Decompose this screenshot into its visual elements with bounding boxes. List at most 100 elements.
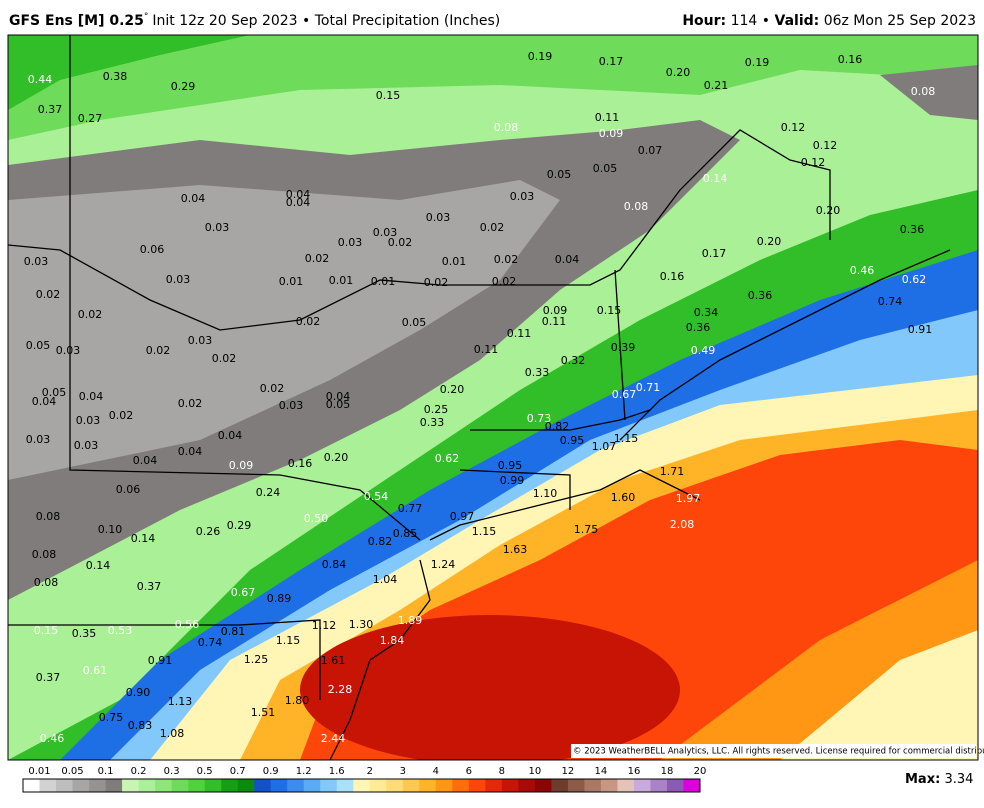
point-value: 0.02 <box>492 275 517 288</box>
colorbar-label: 0.3 <box>164 766 180 777</box>
point-value: 0.02 <box>296 315 321 328</box>
point-value: 0.03 <box>338 236 363 249</box>
point-value: 0.36 <box>900 223 925 236</box>
colorbar-label: 0.9 <box>263 766 279 777</box>
point-value: 0.46 <box>850 264 875 277</box>
point-value: 0.03 <box>76 414 101 427</box>
point-value: 0.16 <box>660 270 685 283</box>
colorbar-label: 20 <box>694 766 707 777</box>
point-value: 0.08 <box>36 510 61 523</box>
valid-label: Valid: <box>775 13 820 29</box>
point-value: 0.03 <box>24 255 49 268</box>
point-value: 0.90 <box>126 686 151 699</box>
point-value: 0.49 <box>691 344 716 357</box>
point-value: 0.95 <box>560 434 585 447</box>
colorbar-swatch <box>666 779 684 792</box>
point-value: 1.71 <box>660 465 685 478</box>
colorbar-label: 0.1 <box>98 766 114 777</box>
border-line <box>470 409 651 431</box>
hour-value: 114 • <box>731 13 770 29</box>
point-value: 0.44 <box>28 73 53 86</box>
colorbar-swatch <box>452 779 470 792</box>
copyright-box <box>571 744 976 758</box>
point-value: 0.02 <box>388 236 413 249</box>
colorbar-label: 0.05 <box>61 766 83 777</box>
point-value: 0.37 <box>137 580 162 593</box>
point-value: 0.04 <box>286 196 311 209</box>
colorbar-swatch <box>419 779 437 792</box>
point-value: 1.84 <box>380 634 405 647</box>
colorbar-swatch <box>138 779 156 792</box>
point-value: 0.54 <box>364 490 389 503</box>
point-value: 0.07 <box>638 144 663 157</box>
point-value: 0.12 <box>781 121 806 134</box>
point-value: 0.99 <box>500 474 525 487</box>
colorbar-label: 14 <box>595 766 608 777</box>
point-value: 0.37 <box>36 671 61 684</box>
point-value: 0.04 <box>181 192 206 205</box>
point-value: 0.02 <box>424 276 449 289</box>
hour-label: Hour: <box>682 13 726 29</box>
point-value: 0.08 <box>32 548 57 561</box>
colorbar-swatch <box>551 779 569 792</box>
colorbar-swatch <box>353 779 371 792</box>
point-value: 1.63 <box>503 543 528 556</box>
copyright: © 2023 WeatherBELL Analytics, LLC. All r… <box>573 747 984 757</box>
map-frame <box>7 34 979 761</box>
colorbar-swatch <box>287 779 305 792</box>
point-value: 0.10 <box>98 523 123 536</box>
point-value: 0.67 <box>231 586 256 599</box>
colorbar-label: 0.01 <box>28 766 50 777</box>
colorbar-swatch <box>188 779 205 792</box>
colorbar-label: 8 <box>499 766 505 777</box>
point-value: 0.34 <box>694 306 719 319</box>
colorbar-label: 0.7 <box>230 766 246 777</box>
point-value: 0.20 <box>757 235 782 248</box>
colorbar-label: 1.6 <box>329 766 345 777</box>
point-value: 1.13 <box>168 695 193 708</box>
point-value: 1.08 <box>160 727 185 740</box>
point-value: 0.20 <box>440 383 465 396</box>
point-value: 0.03 <box>373 226 398 239</box>
point-value: 0.91 <box>908 323 933 336</box>
colorbar-swatch <box>501 779 519 792</box>
colorbar-swatch <box>650 779 668 792</box>
point-value: 0.53 <box>108 624 133 637</box>
point-value: 0.82 <box>545 420 570 433</box>
colorbar-swatch <box>402 779 420 792</box>
point-value: 0.95 <box>498 459 523 472</box>
point-value: 0.29 <box>227 519 252 532</box>
point-value: 0.81 <box>221 625 246 638</box>
point-value: 0.46 <box>40 732 65 745</box>
point-value: 0.04 <box>218 429 243 442</box>
point-value: 1.07 <box>592 440 617 453</box>
model: GFS Ens [M] 0.25 <box>9 13 144 29</box>
point-value: 0.04 <box>133 454 158 467</box>
colorbar-swatch <box>518 779 536 792</box>
max-label: Max: <box>905 772 940 787</box>
point-value: 0.36 <box>748 289 773 302</box>
point-value: 0.21 <box>704 79 729 92</box>
point-value: 0.67 <box>612 388 637 401</box>
point-value: 0.08 <box>911 85 936 98</box>
field-light-gray <box>8 180 560 480</box>
point-value: 1.97 <box>676 492 701 505</box>
field-red <box>300 615 680 760</box>
point-value: 0.06 <box>140 243 165 256</box>
point-value: 0.36 <box>686 321 711 334</box>
point-value: 0.03 <box>188 334 213 347</box>
colorbar-swatch <box>320 779 338 792</box>
colorbar-swatch <box>468 779 486 792</box>
colorbar-swatch <box>633 779 651 792</box>
point-value: 0.01 <box>279 275 304 288</box>
header-left: GFS Ens [M] 0.25° Init 12z 20 Sep 2023 • … <box>9 12 500 30</box>
point-value: 0.11 <box>542 315 567 328</box>
point-value: 1.10 <box>533 487 558 500</box>
header-right: Hour: 114 • Valid: 06z Mon 25 Sep 2023 <box>682 13 976 29</box>
point-value: 0.89 <box>267 592 292 605</box>
coast-line <box>429 469 701 541</box>
point-value: 1.24 <box>431 558 456 571</box>
point-value: 0.16 <box>288 457 313 470</box>
point-value: 0.04 <box>178 445 203 458</box>
point-value: 0.50 <box>304 512 329 525</box>
